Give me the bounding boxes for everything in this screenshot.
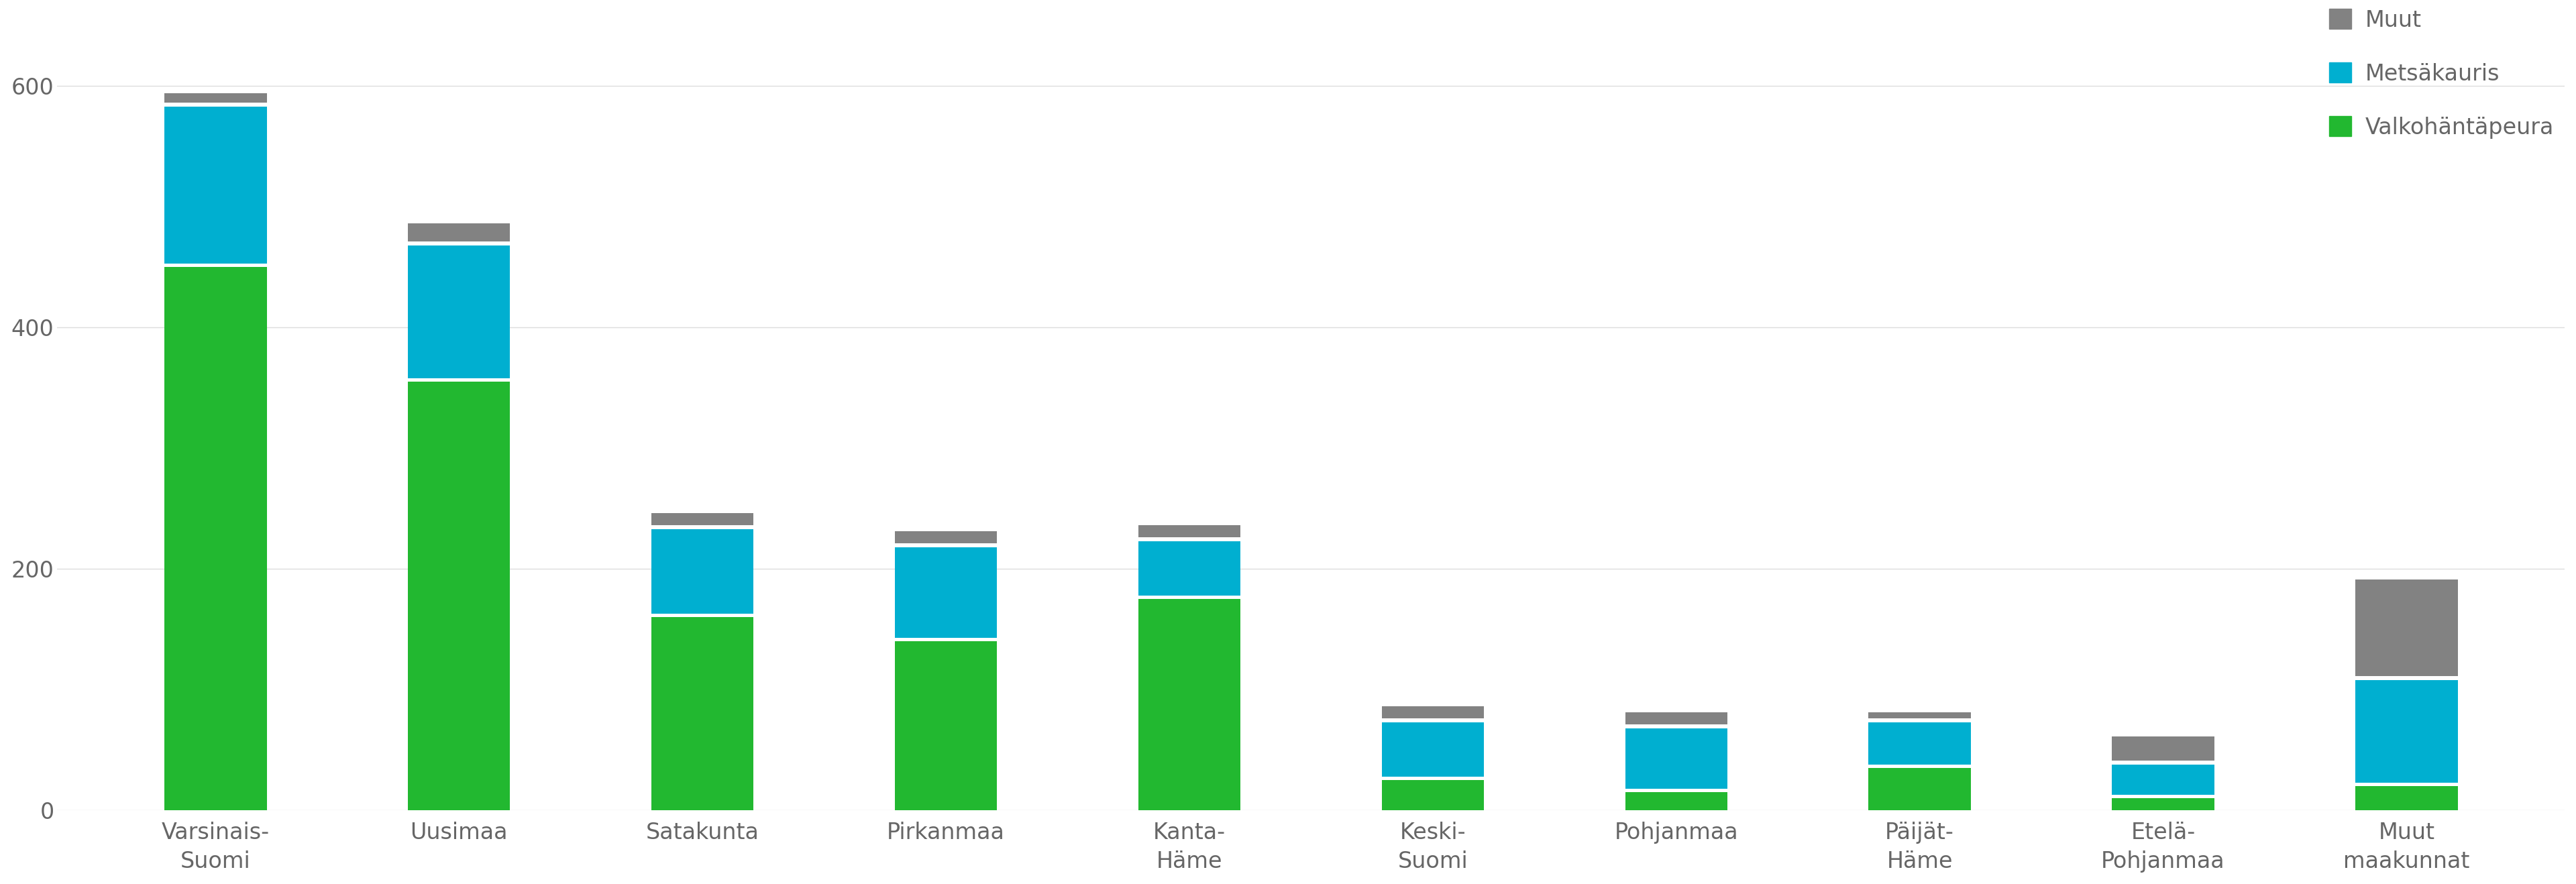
Bar (407, 246, 510, 378)
Bar (407, 382, 510, 811)
Bar (1139, 599, 1242, 811)
Bar (894, 642, 997, 811)
Bar (1381, 722, 1484, 777)
Bar (1868, 713, 1971, 719)
Bar (2354, 786, 2458, 811)
Bar (2354, 580, 2458, 676)
Bar (2354, 680, 2458, 782)
Bar (165, 267, 268, 811)
Bar (2112, 765, 2215, 795)
Bar (652, 514, 755, 525)
Legend: Muut, Metsäkauris, Valkohäntäpeura: Muut, Metsäkauris, Valkohäntäpeura (2329, 9, 2553, 139)
Bar (1625, 792, 1728, 811)
Bar (894, 531, 997, 544)
Bar (652, 530, 755, 613)
Bar (1625, 713, 1728, 725)
Bar (407, 224, 510, 242)
Bar (1868, 768, 1971, 811)
Bar (165, 94, 268, 103)
Bar (652, 617, 755, 811)
Bar (2112, 736, 2215, 761)
Bar (1868, 722, 1971, 765)
Bar (1139, 541, 1242, 596)
Bar (1139, 525, 1242, 537)
Bar (2112, 798, 2215, 811)
Bar (894, 547, 997, 637)
Bar (1625, 728, 1728, 789)
Bar (1381, 781, 1484, 811)
Bar (165, 107, 268, 263)
Bar (1381, 706, 1484, 719)
